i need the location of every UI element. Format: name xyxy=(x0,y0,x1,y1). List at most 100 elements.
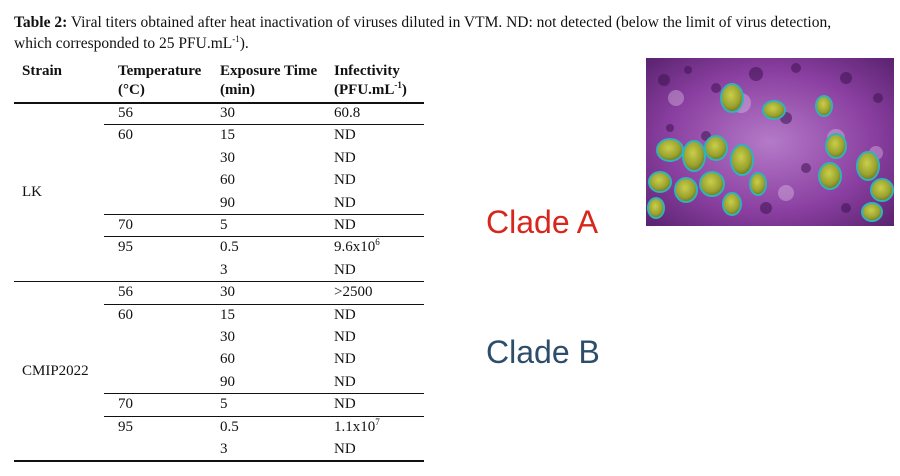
cell-exposure-time: 30 xyxy=(220,105,235,121)
cell-infectivity: ND xyxy=(334,371,356,393)
table-rule xyxy=(104,303,424,305)
clade-a-label: Clade A xyxy=(486,204,599,240)
header-infectivity-unit-base: (PFU.mL xyxy=(334,82,395,98)
caption-sup: -1 xyxy=(232,33,240,44)
cell-infectivity: ND xyxy=(334,326,356,348)
table-caption: Table 2: Viral titers obtained after hea… xyxy=(14,12,834,54)
cell-temperature: 95 xyxy=(118,418,133,435)
table-row: 95 0.5 1.1x107 xyxy=(14,416,424,438)
cell-temperature: 60 xyxy=(118,127,133,144)
table-rule xyxy=(104,124,424,126)
table-row: 90 ND xyxy=(14,371,424,393)
table-row: 70 5 ND xyxy=(14,214,424,236)
cell-infectivity-value: >2500 xyxy=(334,284,373,301)
cell-temperature: 60 xyxy=(118,306,133,323)
table-row: 3 ND xyxy=(14,259,424,281)
cell-exposure-time: 60 xyxy=(220,351,235,368)
cell-temperature: 56 xyxy=(118,105,133,121)
header-exposure-unit: (min) xyxy=(220,82,255,98)
cell-exposure-time: 90 xyxy=(220,194,235,211)
caption-end: ). xyxy=(239,35,249,52)
table-rule xyxy=(104,236,424,238)
cell-infectivity-value: ND xyxy=(334,351,356,368)
cell-exposure-time: 30 xyxy=(220,284,235,301)
cell-infectivity-value: 60.8 xyxy=(334,105,361,121)
table-row: 56 30 60.8 xyxy=(14,102,424,124)
header-infectivity-unit: (PFU.mL-1) xyxy=(334,81,407,100)
cell-exposure-time: 15 xyxy=(220,127,235,144)
table-row: 70 5 ND xyxy=(14,393,424,415)
virus-particles xyxy=(647,83,894,222)
table-row: 60 15 ND xyxy=(14,304,424,326)
table-rule xyxy=(14,281,424,283)
cell-infectivity-value: ND xyxy=(334,149,356,166)
table-rule xyxy=(104,393,424,395)
cell-exposure-time: 30 xyxy=(220,329,235,345)
header-temperature: Temperature xyxy=(118,63,202,79)
cell-exposure-time: 0.5 xyxy=(220,418,239,435)
header-infectivity: Infectivity xyxy=(334,63,400,79)
table-row: 90 ND xyxy=(14,192,424,214)
cell-strain: LK xyxy=(22,183,42,200)
cell-exposure-time: 0.5 xyxy=(220,239,239,256)
micrograph-svg xyxy=(646,58,894,226)
cell-infectivity-value: ND xyxy=(334,194,356,211)
cell-strain: CMIP2022 xyxy=(22,362,89,379)
cell-infectivity-value: ND xyxy=(334,217,356,233)
table-rule xyxy=(14,460,424,463)
header-temperature-unit: (°C) xyxy=(118,82,145,98)
cell-infectivity: ND xyxy=(334,304,356,326)
cell-infectivity-exponent: 6 xyxy=(375,237,380,248)
cell-exposure-time: 15 xyxy=(220,306,235,323)
cell-temperature: 56 xyxy=(118,284,133,301)
table-rule xyxy=(14,102,424,104)
virus-micrograph-image xyxy=(646,58,894,226)
cell-exposure-time: 60 xyxy=(220,172,235,189)
cell-infectivity-value: ND xyxy=(334,396,356,413)
cell-infectivity: ND xyxy=(334,438,356,460)
table-row: 56 30 >2500 xyxy=(14,281,424,303)
cell-infectivity-value: ND xyxy=(334,172,356,189)
cell-infectivity-value: 9.6x10 xyxy=(334,239,376,256)
cell-exposure-time: 5 xyxy=(220,217,228,233)
cell-infectivity: 9.6x106 xyxy=(334,236,380,258)
cell-infectivity-value: ND xyxy=(334,441,356,457)
cell-exposure-time: 90 xyxy=(220,373,235,390)
cell-infectivity: >2500 xyxy=(334,281,372,303)
header-exposure: Exposure Time xyxy=(220,63,318,79)
header-infectivity-unit-sup: -1 xyxy=(394,80,402,90)
cell-infectivity: ND xyxy=(334,259,356,281)
cell-exposure-time: 5 xyxy=(220,396,228,413)
cell-infectivity: 60.8 xyxy=(334,102,360,124)
cell-infectivity-value: ND xyxy=(334,329,356,345)
cell-infectivity: ND xyxy=(334,393,356,415)
clade-b-label: Clade B xyxy=(486,334,600,370)
cell-infectivity: 1.1x107 xyxy=(334,416,380,438)
table-row: 3 ND xyxy=(14,438,424,460)
cell-infectivity: ND xyxy=(334,348,356,370)
table-row: 30 ND xyxy=(14,147,424,169)
table-row: 30 ND xyxy=(14,326,424,348)
cell-infectivity-value: ND xyxy=(334,373,356,390)
table-row: 60 ND xyxy=(14,169,424,191)
cell-infectivity: ND xyxy=(334,124,356,146)
caption-text: Viral titers obtained after heat inactiv… xyxy=(14,14,832,52)
cell-infectivity: ND xyxy=(334,192,356,214)
cell-infectivity: ND xyxy=(334,169,356,191)
cell-temperature: 95 xyxy=(118,239,133,256)
header-infectivity-unit-end: ) xyxy=(401,82,407,98)
cell-infectivity: ND xyxy=(334,147,356,169)
table-row: 60 15 ND xyxy=(14,124,424,146)
cell-exposure-time: 3 xyxy=(220,441,228,457)
cell-infectivity-value: ND xyxy=(334,261,356,278)
table-header: Strain Temperature (°C) Exposure Time (m… xyxy=(14,62,424,102)
cell-temperature: 70 xyxy=(118,217,133,233)
cell-infectivity-value: 1.1x10 xyxy=(334,418,376,435)
data-table: Strain Temperature (°C) Exposure Time (m… xyxy=(14,62,424,463)
cell-infectivity-exponent: 7 xyxy=(375,416,380,427)
cell-exposure-time: 3 xyxy=(220,261,228,278)
cell-infectivity-value: ND xyxy=(334,127,356,144)
table-row: 60 ND xyxy=(14,348,424,370)
cell-exposure-time: 30 xyxy=(220,149,235,166)
table-rule xyxy=(104,214,424,215)
